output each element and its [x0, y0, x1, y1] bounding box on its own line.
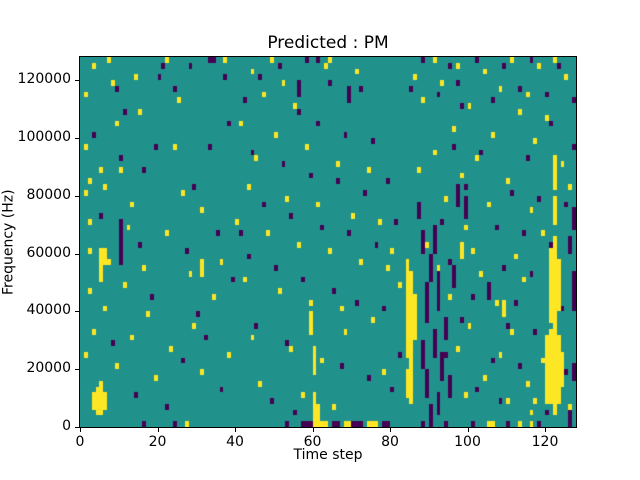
x-tick-label: 120: [531, 434, 559, 450]
y-tick-label: 40000: [26, 302, 71, 319]
x-tick-label: 80: [381, 434, 399, 450]
chart-title: Predicted : PM: [267, 33, 389, 53]
y-tick-label: 120000: [17, 71, 71, 88]
y-tick-label: 80000: [26, 186, 71, 203]
y-tick-mark: [75, 138, 79, 139]
x-tick-mark: [545, 428, 546, 432]
x-axis-ticks: 0 20 40 60 80 100 120: [76, 428, 576, 452]
y-tick-mark: [75, 80, 79, 81]
x-tick-mark: [80, 428, 81, 432]
x-tick-mark: [390, 428, 391, 432]
y-tick-label: 60000: [26, 244, 71, 261]
x-tick-mark: [235, 428, 236, 432]
y-tick-mark: [75, 369, 79, 370]
y-axis-ticks: 0 20000 40000 60000 80000 100000 120000: [0, 57, 79, 434]
x-tick-label: 20: [148, 434, 167, 450]
x-tick-mark: [313, 428, 314, 432]
x-tick-label: 60: [303, 434, 322, 450]
y-tick-mark: [75, 427, 79, 428]
x-tick-mark: [468, 428, 469, 432]
y-tick-label: 20000: [26, 360, 71, 377]
x-tick-label: 100: [454, 434, 481, 450]
y-axis-label: Frequency (Hz): [0, 189, 17, 295]
y-tick-label: 100000: [17, 128, 71, 145]
x-tick-label: 40: [226, 434, 244, 450]
x-axis-label: Time step: [293, 447, 363, 463]
y-tick-label: 0: [62, 418, 71, 434]
y-tick-mark: [75, 196, 79, 197]
y-tick-mark: [75, 254, 79, 255]
heatmap-canvas: [80, 57, 576, 427]
y-tick-mark: [75, 311, 79, 312]
x-tick-mark: [158, 428, 159, 432]
x-tick-label: 0: [75, 434, 85, 450]
